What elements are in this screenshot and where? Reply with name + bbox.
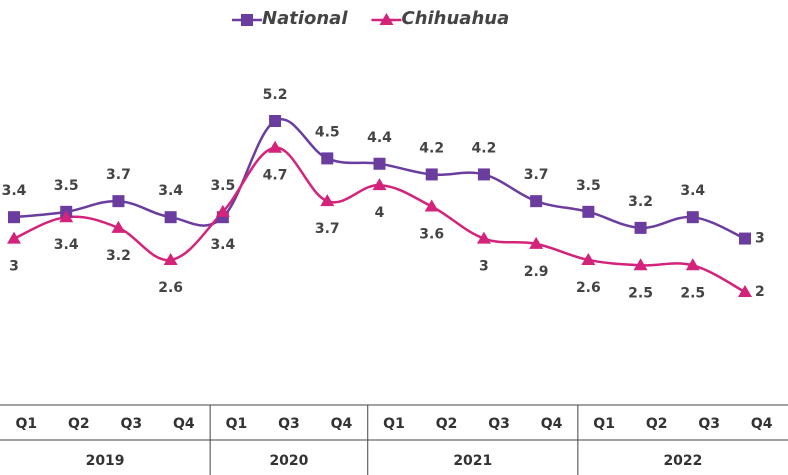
- data-label: 3.4: [54, 237, 79, 253]
- x-tick-label: Q4: [331, 416, 353, 432]
- x-group-label: 2021: [453, 453, 492, 469]
- data-point: [686, 211, 699, 224]
- data-label: 3.4: [2, 183, 27, 199]
- legend-marker: [241, 14, 253, 26]
- data-label: 3.4: [210, 237, 235, 253]
- data-label: 3.7: [524, 167, 549, 183]
- data-label: 4.4: [367, 130, 392, 146]
- legend-label: National: [262, 8, 348, 29]
- data-label: 2.6: [158, 280, 183, 296]
- data-label: 3.5: [54, 178, 79, 194]
- x-group-label: 2022: [663, 453, 702, 469]
- data-point: [425, 168, 438, 181]
- data-point: [634, 221, 647, 234]
- x-tick-label: Q3: [278, 416, 300, 432]
- data-label: 3: [479, 259, 489, 275]
- x-tick-label: Q2: [646, 416, 668, 432]
- data-label: 3.7: [315, 221, 340, 237]
- data-label: 3.5: [210, 178, 235, 194]
- data-label: 2.5: [680, 285, 705, 301]
- data-label: 3.5: [576, 178, 601, 194]
- data-point: [581, 252, 596, 265]
- data-point: [476, 231, 491, 244]
- x-tick-label: Q4: [173, 416, 195, 432]
- data-point: [424, 199, 439, 212]
- x-tick-label: Q1: [15, 416, 37, 432]
- data-label: 3.6: [419, 227, 444, 243]
- data-point: [529, 236, 544, 249]
- data-label: 3: [755, 231, 765, 247]
- data-point: [112, 195, 125, 208]
- x-tick-label: Q1: [593, 416, 615, 432]
- data-point: [582, 205, 595, 218]
- x-group-label: 2019: [86, 453, 125, 469]
- data-point: [738, 285, 752, 297]
- x-tick-label: Q4: [541, 416, 563, 432]
- data-point: [320, 194, 335, 207]
- series-line: [13, 146, 746, 294]
- data-label: 3.4: [158, 183, 183, 199]
- x-tick-label: Q3: [488, 416, 510, 432]
- data-label: 2: [755, 284, 765, 300]
- data-label: 3: [9, 259, 19, 275]
- x-tick-label: Q2: [68, 416, 90, 432]
- data-point: [372, 178, 387, 191]
- data-point: [163, 252, 178, 265]
- data-point: [111, 220, 126, 233]
- data-label: 4.5: [315, 124, 340, 140]
- data-label: 3.7: [106, 167, 131, 183]
- data-point: [633, 258, 648, 271]
- data-label: 4: [375, 205, 385, 221]
- data-point: [685, 258, 700, 271]
- data-label: 5.2: [263, 87, 288, 103]
- data-point: [373, 157, 386, 170]
- x-tick-label: Q3: [698, 416, 720, 432]
- x-tick-label: Q4: [751, 416, 773, 432]
- data-point: [215, 204, 230, 217]
- series-line: [13, 118, 746, 240]
- data-label: 3.4: [680, 183, 705, 199]
- data-point: [268, 140, 283, 153]
- legend-marker: [379, 13, 394, 25]
- data-point: [164, 211, 177, 224]
- x-group-label: 2020: [269, 453, 308, 469]
- data-label: 2.5: [628, 285, 653, 301]
- x-tick-label: Q3: [121, 416, 143, 432]
- data-label: 4.2: [472, 140, 497, 156]
- data-label: 3.2: [628, 194, 653, 210]
- data-point: [530, 195, 543, 208]
- x-tick-label: Q2: [436, 416, 458, 432]
- data-point: [739, 232, 751, 245]
- data-point: [7, 231, 21, 244]
- data-point: [59, 210, 74, 223]
- legend-label: Chihuahua: [401, 8, 509, 29]
- x-tick-label: Q1: [383, 416, 405, 432]
- data-label: 4.2: [419, 140, 444, 156]
- data-point: [269, 115, 282, 127]
- x-tick-label: Q1: [226, 416, 248, 432]
- data-label: 3.2: [106, 248, 131, 264]
- data-point: [477, 168, 490, 181]
- data-label: 2.9: [524, 264, 549, 280]
- data-label: 2.6: [576, 280, 601, 296]
- data-point: [321, 152, 334, 165]
- data-point: [8, 211, 20, 224]
- data-label: 4.7: [263, 168, 288, 184]
